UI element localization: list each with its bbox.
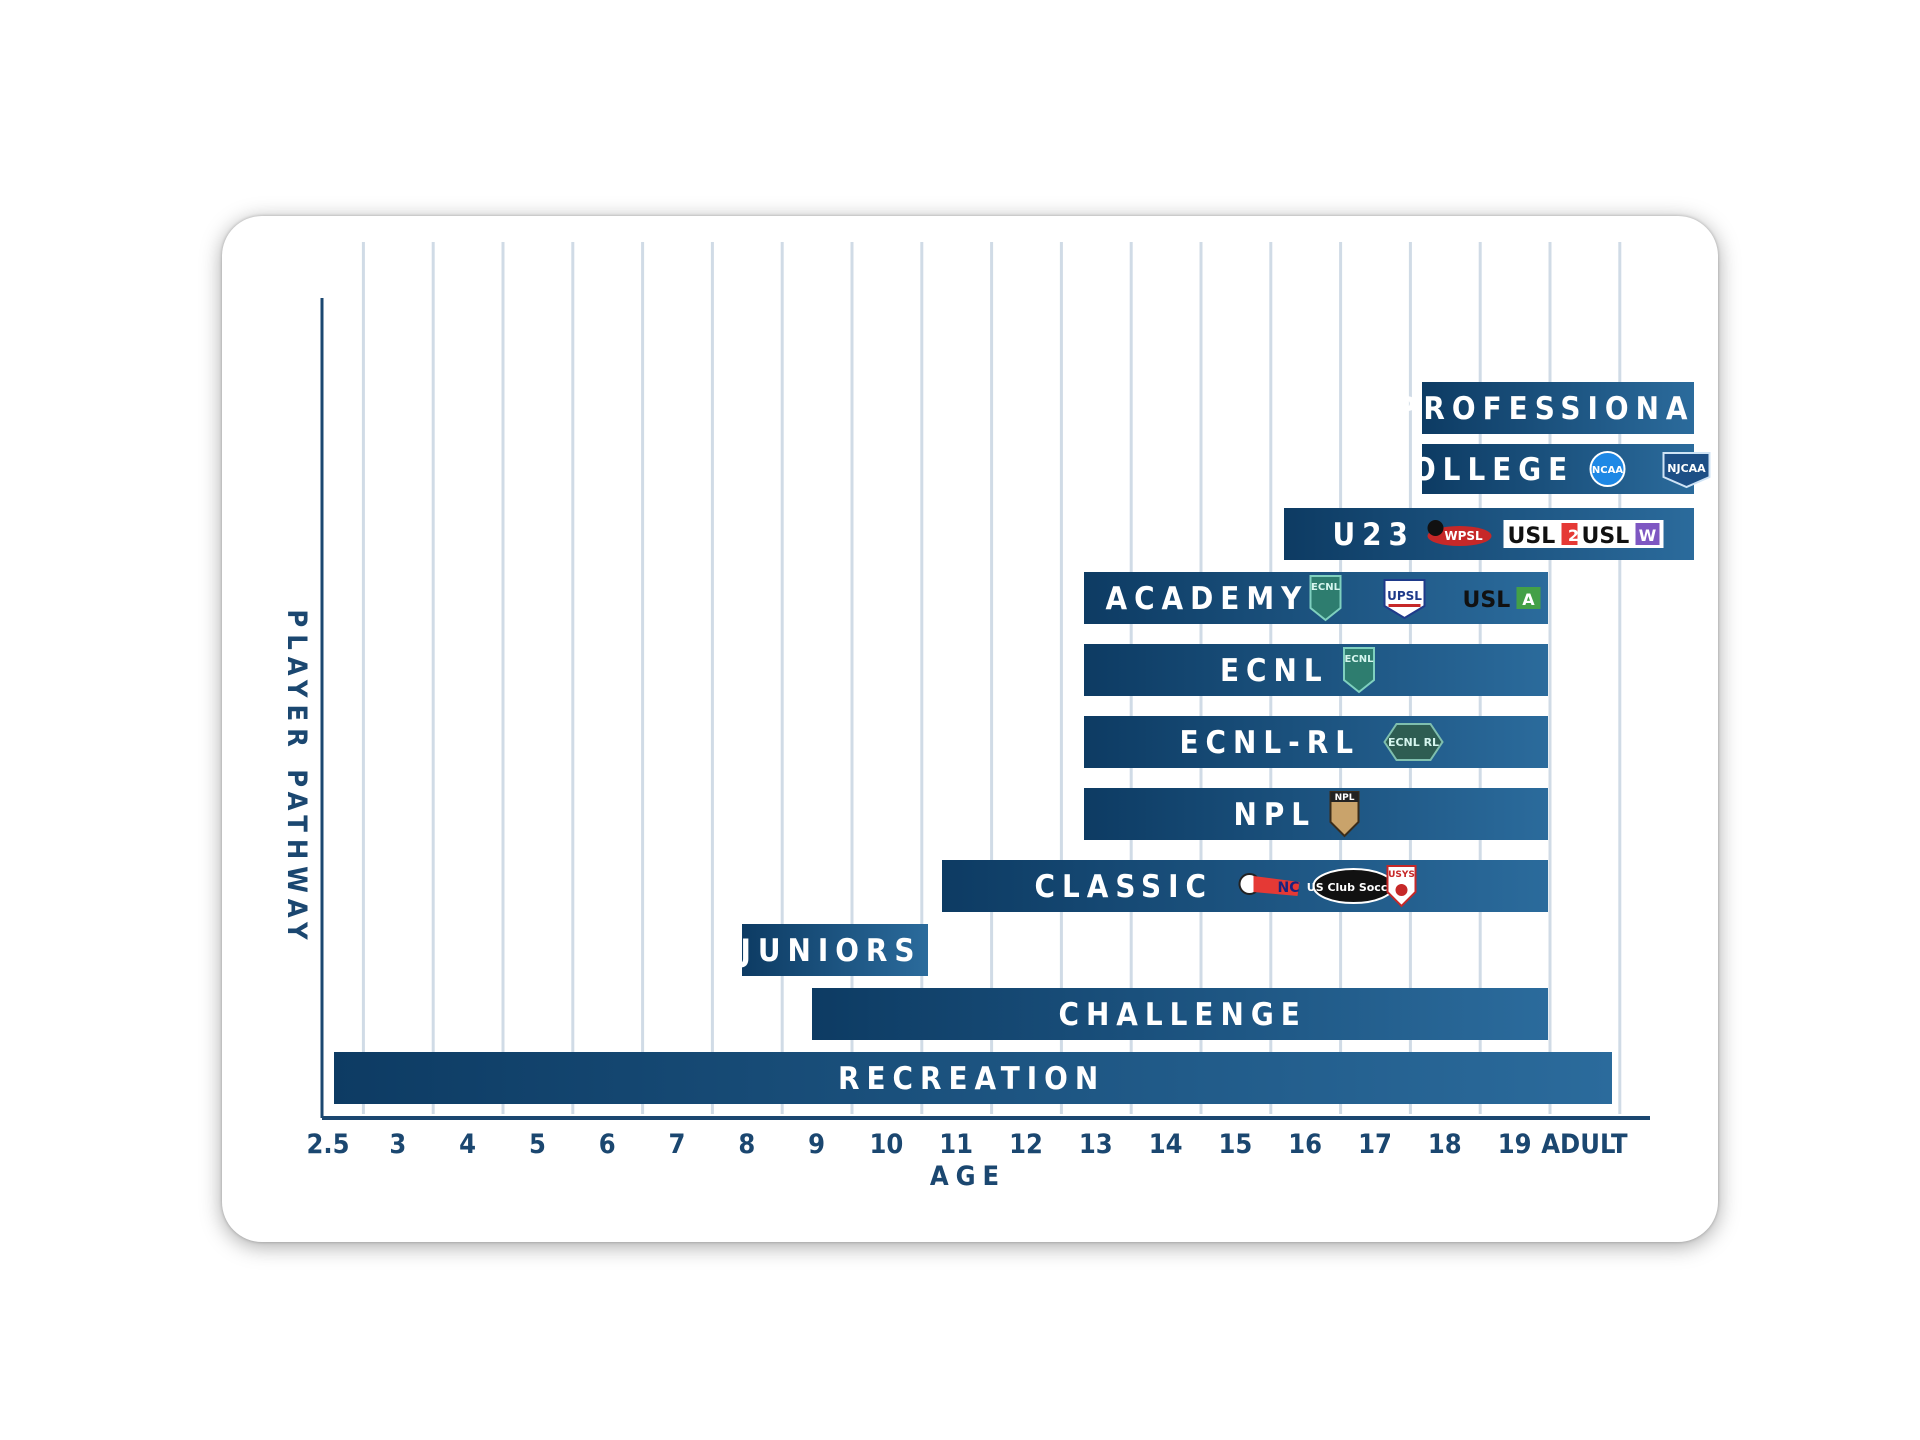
x-tick-label: 17 xyxy=(1358,1129,1392,1160)
x-tick-label: 13 xyxy=(1079,1129,1113,1160)
x-tick-label: ADULT xyxy=(1541,1129,1628,1160)
logo-usl-2: USL 2 xyxy=(1503,520,1590,549)
svg-text:A: A xyxy=(1522,590,1535,609)
bar-label: CHALLENGE xyxy=(1059,997,1307,1033)
svg-text:NJCAA: NJCAA xyxy=(1667,462,1706,475)
bar-npl: NPL NPL xyxy=(1084,788,1548,840)
svg-text:USL: USL xyxy=(1463,588,1511,613)
logo-nc-youth-soccer: NC xyxy=(1238,873,1300,896)
bar-rect xyxy=(334,1052,1612,1104)
y-axis-title: PLAYER PATHWAY xyxy=(281,609,312,946)
bar-juniors: JUNIORS xyxy=(739,924,928,976)
x-tick-label: 2.5 xyxy=(306,1129,349,1160)
logo-ecnl-rl: ECNL RL xyxy=(1383,723,1444,761)
x-tick-label: 9 xyxy=(808,1129,825,1160)
logo-njcaa: NJCAA xyxy=(1662,452,1711,489)
bar-rect xyxy=(1422,382,1694,434)
svg-text:WPSL: WPSL xyxy=(1444,529,1483,543)
x-tick-label: 18 xyxy=(1428,1129,1462,1160)
logo-usys: USYS xyxy=(1386,865,1417,908)
svg-text:UPSL: UPSL xyxy=(1387,589,1422,603)
svg-text:NPL: NPL xyxy=(1335,793,1355,803)
logo-npl: NPL xyxy=(1329,791,1360,838)
x-tick-labels: 2.5 3 4 5 6 7 8 9 10 11 12 13 14 15 16 17 18 19 ADULT xyxy=(306,1129,1627,1160)
bar-rect xyxy=(742,924,928,976)
svg-text:USL: USL xyxy=(1582,524,1630,549)
logo-usl-a: USL A xyxy=(1463,587,1541,613)
x-axis-title: AGE xyxy=(930,1161,1006,1192)
bar-label: U23 xyxy=(1333,517,1415,553)
svg-text:NCAA: NCAA xyxy=(1592,465,1623,476)
logo-upsl: UPSL xyxy=(1383,579,1426,620)
bar-professional: PROFESSIONAL xyxy=(1396,382,1718,434)
bar-label: PROFESSIONAL xyxy=(1396,391,1718,427)
bar-label: RECREATION xyxy=(838,1061,1105,1097)
svg-text:USL: USL xyxy=(1508,524,1556,549)
bar-ecnl: ECNL ECNL xyxy=(1084,644,1548,696)
x-tick-label: 3 xyxy=(389,1129,406,1160)
x-tick-label: 12 xyxy=(1009,1129,1043,1160)
bar-challenge: CHALLENGE xyxy=(812,988,1548,1040)
bar-rect xyxy=(812,988,1548,1040)
svg-text:ECNL RL: ECNL RL xyxy=(1388,736,1439,749)
x-tick-label: 7 xyxy=(669,1129,686,1160)
bar-recreation: RECREATION xyxy=(334,1052,1612,1104)
bar-rect xyxy=(1084,644,1548,696)
x-tick-label: 10 xyxy=(869,1129,903,1160)
svg-text:USYS: USYS xyxy=(1388,870,1415,880)
bar-label: JUNIORS xyxy=(739,933,922,969)
x-tick-label: 11 xyxy=(939,1129,973,1160)
logo-ecnl: ECNL xyxy=(1343,647,1375,694)
bar-label: ACADEMY xyxy=(1106,581,1309,617)
svg-text:ECNL: ECNL xyxy=(1311,582,1341,593)
x-tick-label: 19 xyxy=(1498,1129,1532,1160)
x-tick-label: 4 xyxy=(459,1129,476,1160)
x-tick-label: 16 xyxy=(1288,1129,1322,1160)
bar-rect xyxy=(1084,716,1548,768)
x-tick-label: 14 xyxy=(1149,1129,1183,1160)
bar-college: COLLEGE NCAA NJCAA xyxy=(1385,444,1711,494)
svg-text:ECNL: ECNL xyxy=(1345,654,1375,665)
x-tick-label: 15 xyxy=(1218,1129,1252,1160)
chart-card: PROFESSIONAL COLLEGE NCAA NJCAA U23 WPSL USL 2 U… xyxy=(222,216,1718,1242)
svg-text:2: 2 xyxy=(1568,526,1579,545)
bar-label: NPL xyxy=(1234,797,1317,833)
axes xyxy=(320,298,1650,1120)
svg-text:NC: NC xyxy=(1278,880,1300,896)
bar-label: COLLEGE xyxy=(1385,452,1575,488)
bar-label: ECNL-RL xyxy=(1180,725,1360,761)
x-tick-label: 8 xyxy=(738,1129,755,1160)
x-tick-label: 6 xyxy=(599,1129,616,1160)
bar-u23: U23 WPSL USL 2 USL W xyxy=(1284,508,1694,560)
logo-ecnl: ECNL xyxy=(1309,575,1342,622)
svg-text:US Club Soccer: US Club Soccer xyxy=(1307,881,1401,894)
x-tick-label: 5 xyxy=(529,1129,546,1160)
bar-academy: ACADEMY ECNL UPSL USL A xyxy=(1084,572,1548,624)
bar-rect xyxy=(1084,788,1548,840)
logo-ncaa: NCAA xyxy=(1589,451,1626,487)
bar-label: ECNL xyxy=(1220,653,1329,689)
bar-ecnl-rl: ECNL-RL ECNL RL xyxy=(1084,716,1548,768)
svg-text:W: W xyxy=(1639,526,1657,545)
bar-rect xyxy=(1422,444,1694,494)
logo-usl-w: USL W xyxy=(1577,520,1664,549)
bar-label: CLASSIC xyxy=(1035,869,1213,905)
logo-wpsl: WPSL xyxy=(1427,520,1492,546)
